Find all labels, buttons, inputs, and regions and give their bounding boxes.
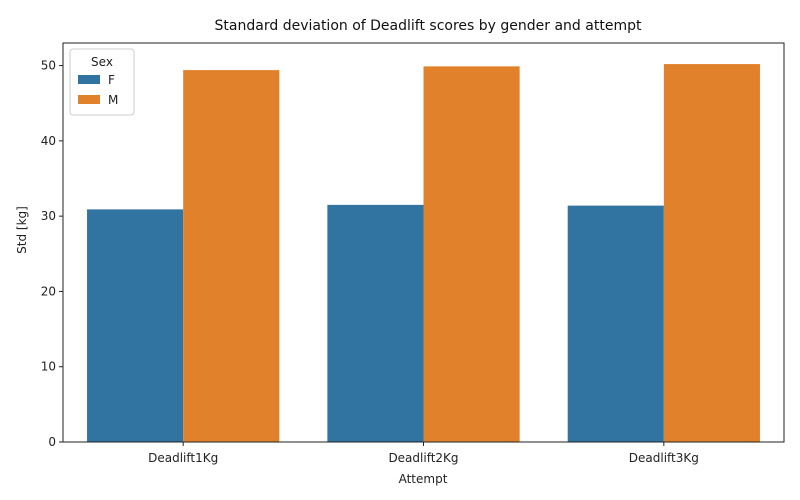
- bar-M-Deadlift2Kg: [423, 66, 520, 442]
- legend-title: Sex: [91, 55, 113, 69]
- y-axis-label: Std [kg]: [15, 206, 29, 254]
- y-tick-label: 10: [41, 360, 56, 374]
- x-tick-label: Deadlift2Kg: [388, 451, 458, 465]
- y-tick-label: 20: [41, 284, 56, 298]
- x-tick-label: Deadlift3Kg: [629, 451, 699, 465]
- y-tick-label: 0: [48, 435, 56, 449]
- axes-group: 0 10 20 30 40 50 Deadlift1Kg Deadlift2Kg Deadlif…: [41, 42, 785, 465]
- chart-title: Standard deviation of Deadlift scores by…: [215, 18, 642, 34]
- bar-M-Deadlift1Kg: [183, 70, 280, 443]
- bars-group: [87, 64, 760, 443]
- bar-F-Deadlift1Kg: [87, 209, 184, 442]
- bar-F-Deadlift3Kg: [567, 205, 664, 442]
- y-tick-label: 40: [41, 134, 56, 148]
- y-tick-label: 50: [41, 59, 56, 73]
- legend-label-M: M: [108, 93, 118, 107]
- legend-label-F: F: [108, 73, 115, 87]
- bar-M-Deadlift3Kg: [663, 64, 760, 442]
- x-axis-label: Attempt: [399, 472, 448, 486]
- y-tick-label: 30: [41, 209, 56, 223]
- bar-F-Deadlift2Kg: [327, 204, 424, 442]
- legend-swatch-F: [78, 75, 100, 84]
- legend-swatch-M: [78, 95, 100, 104]
- x-tick-label: Deadlift1Kg: [148, 451, 218, 465]
- legend: Sex FM: [69, 48, 135, 116]
